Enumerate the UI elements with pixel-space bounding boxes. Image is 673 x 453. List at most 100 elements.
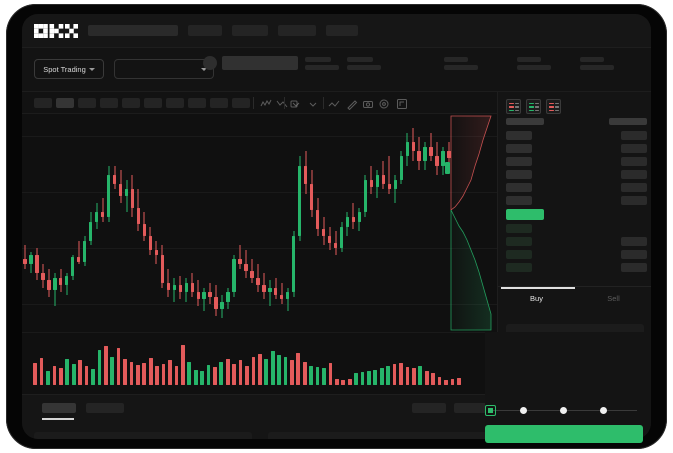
candle [411, 114, 415, 332]
chevron-down-icon-2[interactable] [307, 97, 319, 109]
timeframe-3[interactable] [100, 98, 118, 108]
timeframe-9[interactable] [232, 98, 250, 108]
orderbook-ask-row[interactable] [506, 196, 532, 205]
candle-wick [78, 240, 80, 265]
stat-price [222, 56, 298, 70]
candle [154, 114, 159, 332]
candle [35, 114, 39, 332]
nav-item-2[interactable] [232, 25, 268, 36]
timeframe-4[interactable] [122, 98, 140, 108]
timeframe-5[interactable] [144, 98, 162, 108]
bottom-tab-0[interactable] [42, 403, 76, 413]
candlestick-chart[interactable] [22, 114, 497, 332]
tab-buy[interactable]: Buy [530, 294, 543, 303]
volume-bar [257, 354, 262, 385]
candle [214, 114, 218, 332]
volume-bar [110, 356, 115, 385]
nav-item-1[interactable] [188, 25, 222, 36]
trading-mode-select[interactable]: Spot Trading [34, 59, 104, 79]
settings-icon[interactable] [378, 97, 390, 109]
candle-body [100, 212, 105, 218]
candle-body [321, 228, 326, 236]
timeframe-1[interactable] [56, 98, 74, 108]
orderbook-bid-row[interactable] [506, 263, 532, 272]
okx-logo[interactable] [34, 24, 78, 38]
timeframe-0[interactable] [34, 98, 52, 108]
stepper-step-2[interactable] [560, 407, 567, 414]
volume-bar [71, 363, 76, 385]
timeframe-2[interactable] [78, 98, 96, 108]
candle [327, 114, 332, 332]
primary-cta-button[interactable] [485, 425, 643, 443]
candle [196, 114, 200, 332]
app-screen: Spot Trading [22, 14, 651, 439]
order-book-depth-chart [445, 114, 497, 332]
stepper-step-3[interactable] [600, 407, 607, 414]
volume-bar [437, 377, 442, 385]
volume-bar [373, 369, 378, 385]
orderbook-ask-row[interactable] [506, 157, 532, 166]
volume-bar [456, 377, 461, 385]
candle [292, 114, 296, 332]
candle-body [226, 292, 230, 302]
stepper-step-0[interactable] [485, 405, 496, 416]
candle-body [393, 179, 397, 189]
orderbook-bid-row[interactable] [506, 250, 532, 259]
volume-bar [450, 379, 455, 385]
trading-pair-select[interactable] [114, 59, 214, 79]
candle [256, 114, 260, 332]
bottom-action-0[interactable] [412, 403, 446, 413]
stat-change-value [305, 65, 339, 70]
orderbook-ask-row[interactable] [506, 131, 532, 140]
candle [208, 114, 212, 332]
nav-item-4[interactable] [326, 25, 358, 36]
candle-wick [335, 231, 337, 255]
volume-bar [123, 359, 127, 385]
candle-body [423, 146, 427, 161]
candle-body [304, 165, 308, 185]
orderbook-bid-row[interactable] [506, 224, 532, 233]
fullscreen-icon[interactable] [396, 97, 408, 109]
compare-icon[interactable] [276, 97, 288, 109]
volume-bar [59, 368, 63, 385]
bottom-tab-1[interactable] [86, 403, 124, 413]
depth-chart-svg [450, 115, 492, 331]
candle-body [333, 242, 338, 248]
candle [351, 114, 356, 332]
stat-turnover [580, 57, 604, 62]
orderbook-ask-row[interactable] [506, 144, 532, 153]
stat-volume [517, 57, 541, 62]
tab-sell[interactable]: Sell [607, 294, 620, 303]
candle-body [106, 174, 111, 218]
orderbook-asks-icon[interactable] [546, 99, 561, 114]
timeframe-7[interactable] [188, 98, 206, 108]
timeframe-8[interactable] [210, 98, 228, 108]
orderbook-bid-qty [621, 237, 647, 246]
volume-bar [206, 365, 211, 385]
stepper-step-1[interactable] [520, 407, 527, 414]
orderbook-bids-icon[interactable] [526, 99, 541, 114]
nav-search[interactable] [88, 25, 178, 36]
drawing-icon[interactable] [346, 97, 358, 111]
volume-chart[interactable] [22, 332, 497, 394]
orderbook-both-icon[interactable] [506, 99, 521, 114]
timeframe-6[interactable] [166, 98, 184, 108]
candle [315, 114, 320, 332]
orderbook-ask-row[interactable] [506, 183, 532, 192]
candle-body [351, 217, 356, 222]
camera-icon[interactable] [362, 97, 374, 109]
chart-type-icon[interactable] [328, 97, 340, 109]
nav-item-3[interactable] [278, 25, 316, 36]
bottom-action-1[interactable] [454, 403, 488, 413]
alert-icon[interactable] [288, 97, 300, 109]
candle-body [375, 174, 380, 187]
candle [160, 114, 165, 332]
orderbook-ask-row[interactable] [506, 170, 532, 179]
candle-wick [245, 249, 247, 279]
stat-high [347, 57, 373, 62]
orderbook-bid-row[interactable] [506, 237, 532, 246]
chevron-down-icon[interactable] [290, 97, 302, 109]
candle [268, 114, 272, 332]
indicator-icon[interactable] [260, 97, 272, 109]
volume-bar [193, 369, 198, 385]
